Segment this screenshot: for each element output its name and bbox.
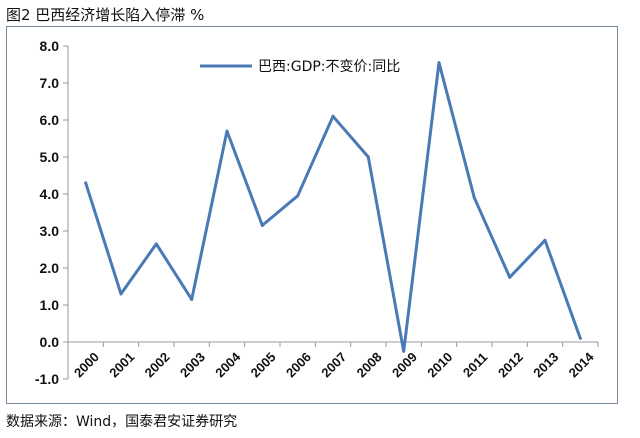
data-point	[190, 297, 194, 301]
x-tick-label: 2014	[566, 349, 598, 381]
y-tick-label: 0.0	[40, 334, 60, 350]
x-tick-label: 2002	[142, 349, 173, 380]
data-point	[578, 336, 582, 340]
data-point	[366, 155, 370, 159]
data-point	[225, 129, 229, 133]
y-tick-label: 8.0	[40, 38, 60, 54]
data-point	[402, 349, 406, 353]
data-point	[84, 181, 88, 185]
series-line	[84, 61, 582, 353]
x-tick-label: 2013	[530, 349, 561, 380]
y-tick-label: -1.0	[35, 371, 59, 387]
y-tick-label: 6.0	[40, 112, 60, 128]
y-tick-label: 1.0	[40, 297, 60, 313]
x-tick-label: 2000	[71, 349, 102, 380]
x-tick-label: 2011	[460, 350, 491, 381]
data-point	[119, 292, 123, 296]
data-point	[154, 242, 158, 246]
chart-frame	[6, 26, 618, 404]
x-tick-label: 2009	[389, 349, 420, 380]
data-point	[296, 194, 300, 198]
x-tick-label: 2008	[354, 349, 385, 380]
x-tick-label: 2010	[424, 349, 455, 380]
x-tick-label: 2003	[177, 349, 208, 380]
figure-title: 图2 巴西经济增长陷入停滞 %	[6, 6, 205, 24]
legend-label: 巴西:GDP:不变价:同比	[258, 59, 400, 75]
y-tick-label: 4.0	[40, 186, 60, 202]
x-tick-label: 2005	[248, 349, 279, 380]
x-tick-label: 2006	[283, 349, 314, 380]
data-source-note: 数据来源：Wind，国泰君安证券研究	[6, 414, 238, 430]
x-tick-label: 2001	[106, 349, 137, 380]
y-tick-label: 7.0	[40, 75, 60, 91]
x-tick-label: 2012	[495, 349, 526, 380]
data-point	[543, 238, 547, 242]
data-point	[260, 223, 264, 227]
x-tick-label: 2007	[318, 349, 349, 380]
y-tick-label: 3.0	[40, 223, 60, 239]
line-chart: 8.07.06.05.04.03.02.01.00.0-1.0 2000 2001 2…	[35, 38, 599, 387]
data-point	[472, 196, 476, 200]
data-point	[331, 114, 335, 118]
data-point	[437, 61, 441, 65]
y-tick-label: 5.0	[40, 149, 60, 165]
y-tick-label: 2.0	[40, 260, 60, 276]
x-tick-label: 2004	[212, 349, 244, 381]
data-point	[508, 275, 512, 279]
